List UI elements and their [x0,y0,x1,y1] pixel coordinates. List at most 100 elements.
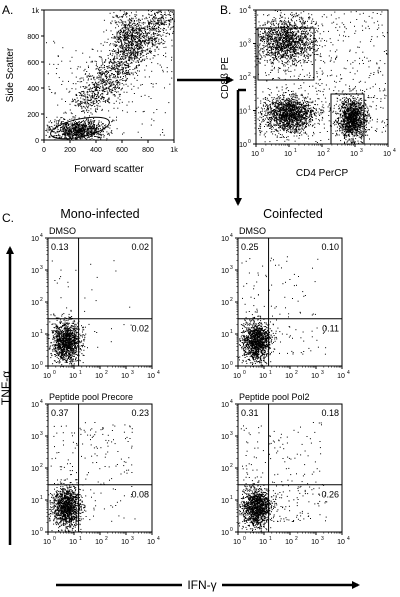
granulocyte-event [120,76,122,78]
granulocyte-event [123,30,125,32]
granulocyte-event [160,10,162,12]
granulocyte-event [80,97,82,99]
granulocyte-event [108,97,110,99]
cell-event [289,34,291,36]
granulocyte-event [82,126,84,128]
lymphocyte-event [58,120,60,122]
granulocyte-event [141,27,143,29]
cell-event [276,31,278,33]
cell-event [269,54,270,56]
cell-event [296,37,298,39]
cell-event [302,33,304,35]
granulocyte-event [65,112,67,114]
cell-event [360,113,362,115]
granulocyte-event [131,56,133,58]
cell-event [312,43,314,45]
cell-event [347,123,349,125]
granulocyte-event [152,22,154,24]
lymphocyte-event [87,132,89,134]
granulocyte-event [140,28,142,30]
granulocyte-event [85,103,87,105]
granulocyte-event [87,90,89,92]
granulocyte-event [99,101,101,103]
granulocyte-event [120,29,122,31]
granulocyte-event [113,107,115,109]
cell-event [267,44,269,46]
granulocyte-event [106,66,108,68]
cell-event [352,98,354,99]
granulocyte-event [102,64,104,66]
lymphocyte-event [93,132,95,133]
cell-event [347,111,349,113]
granulocyte-event [118,87,119,89]
cell-event [342,97,344,99]
cell-event [347,125,349,127]
granulocyte-event [126,72,128,74]
granulocyte-event [127,71,129,73]
cell-event [284,47,285,49]
lymphocyte-event [82,133,83,135]
granulocyte-event [127,34,129,35]
cell-event [297,42,299,44]
granulocyte-event [126,78,128,79]
cell-event [266,37,268,39]
granulocyte-event [142,23,144,25]
cell-event [292,53,294,55]
cell-event [295,44,297,46]
cell-event [293,28,295,30]
cell-event [293,55,295,57]
granulocyte-event [85,105,87,107]
granulocyte-event [123,29,125,31]
cell-event [308,48,310,49]
cell-event [344,111,346,113]
granulocyte-event [117,85,119,87]
cell-event [338,118,339,120]
lymphocyte-event [76,132,78,134]
granulocyte-event [171,26,173,28]
cell-event [279,32,280,34]
cell-event [271,54,273,56]
lymphocyte-event [90,127,92,129]
cell-event [292,39,294,41]
granulocyte-event [137,39,139,41]
lymphocyte-event [82,128,84,130]
granulocyte-event [151,37,153,39]
granulocyte-event [126,54,128,56]
cell-event [264,22,266,24]
lymphocyte-event [84,124,86,126]
event-dot [122,78,124,79]
granulocyte-event [148,14,150,16]
cell-event [273,40,275,42]
granulocyte-event [138,58,140,60]
cell-event [277,59,279,61]
cell-event [314,41,316,43]
granulocyte-event [151,62,153,64]
lymphocyte-event [88,131,90,133]
cell-event [350,104,352,106]
granulocyte-event [83,91,85,93]
granulocyte-event [82,105,84,107]
granulocyte-event [134,52,136,54]
granulocyte-event [165,14,167,16]
cell-event [358,142,360,144]
cell-event [292,41,294,43]
granulocyte-event [121,71,123,73]
granulocyte-event [133,32,135,34]
cell-event [290,47,292,49]
granulocyte-event [123,67,125,69]
granulocyte-event [94,79,96,81]
granulocyte-event [150,40,152,41]
cell-event [301,40,303,42]
granulocyte-event [117,61,119,63]
granulocyte-event [153,16,155,18]
cell-event [287,60,288,62]
cell-event [296,43,298,45]
granulocyte-event [99,105,101,107]
cell-event [300,53,302,55]
granulocyte-event [128,66,129,68]
granulocyte-event [114,69,116,71]
cell-event [278,23,280,25]
granulocyte-event [136,45,138,47]
granulocyte-event [138,34,140,36]
granulocyte-event [108,79,110,81]
